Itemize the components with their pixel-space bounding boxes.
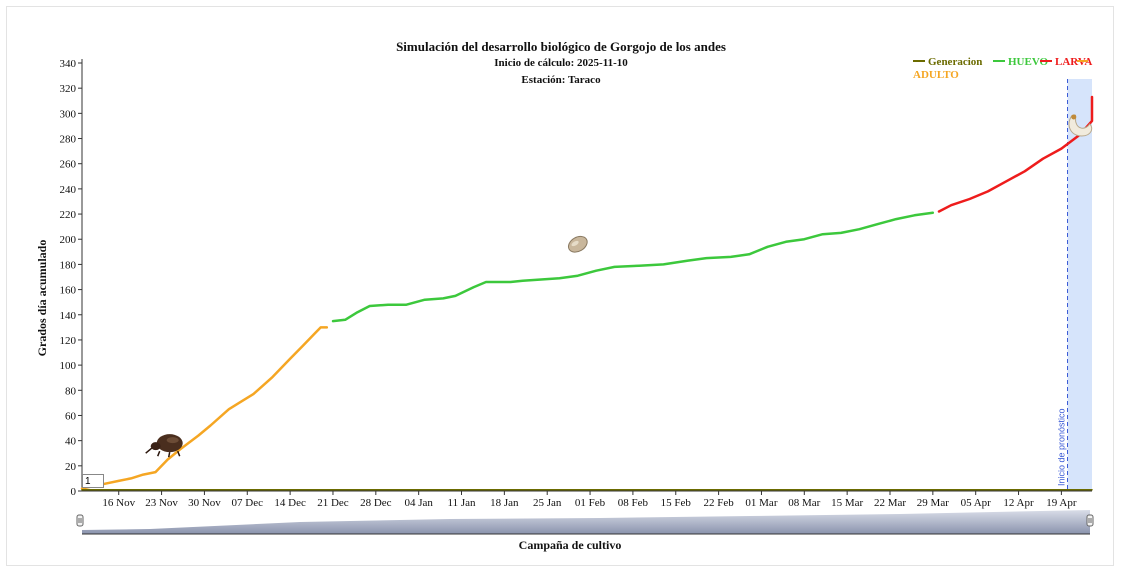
series-line-huevo[interactable]	[331, 211, 935, 323]
x-tick-label: 19 Apr	[1046, 497, 1077, 509]
y-tick-label: 300	[60, 108, 77, 120]
x-tick-label: 18 Jan	[490, 497, 519, 509]
navigator-left-handle[interactable]	[76, 514, 84, 527]
y-tick-label: 60	[65, 410, 77, 422]
y-tick-label: 340	[60, 58, 77, 70]
x-tick-label: 30 Nov	[188, 497, 221, 509]
y-tick-label: 140	[60, 310, 77, 322]
legend-adulto[interactable]: ADULTO	[913, 69, 959, 81]
weevil-head	[150, 442, 161, 451]
chart-subtitle-station: Estación: Taraco	[521, 74, 601, 86]
weevil-legs	[145, 447, 181, 458]
range-start-input[interactable]	[82, 474, 104, 488]
y-tick-label: 0	[71, 486, 77, 498]
y-tick-label: 260	[60, 159, 77, 171]
x-tick-label: 22 Feb	[703, 497, 734, 509]
x-tick-label: 01 Mar	[745, 497, 777, 509]
forecast-label: Inicio de pronóstico	[1057, 408, 1067, 486]
legend-generacion[interactable]: Generacion	[928, 56, 982, 68]
x-tick-label: 22 Mar	[874, 497, 906, 509]
x-tick-label: 28 Dec	[360, 497, 392, 509]
y-tick-label: 180	[60, 259, 77, 271]
y-tick-label: 100	[60, 360, 77, 372]
weevil-shine	[166, 437, 179, 444]
x-tick-label: 23 Nov	[145, 497, 178, 509]
x-tick-label: 12 Apr	[1003, 497, 1034, 509]
range-navigator[interactable]	[76, 510, 1094, 535]
y-tick-label: 160	[60, 285, 77, 297]
x-tick-label: 04 Jan	[404, 497, 433, 509]
series-line-adulto[interactable]	[80, 326, 329, 490]
weevil-body	[156, 434, 183, 453]
huevo-egg-icon	[567, 235, 588, 253]
x-tick-label: 08 Feb	[618, 497, 649, 509]
x-tick-label: 15 Feb	[661, 497, 692, 509]
egg-shell	[567, 235, 588, 253]
stage-icons	[145, 114, 1093, 458]
grub-head	[1071, 114, 1077, 120]
x-tick-label: 05 Apr	[961, 497, 992, 509]
chart-frame	[6, 6, 1114, 566]
axes: 0 20 40 60 80 100 120 140 160 180 200 220 240 260 280 3…	[60, 58, 1092, 509]
chart-subtitle-start: Inicio de cálculo: 2025-11-10	[494, 57, 628, 69]
x-axis-label: Campaña de cultivo	[519, 538, 622, 552]
y-tick-label: 200	[60, 234, 77, 246]
egg-highlight	[571, 240, 579, 247]
y-tick-label: 240	[60, 184, 77, 196]
series-line-larva[interactable]	[937, 95, 1094, 213]
legend-huevo[interactable]: HUEVO	[1008, 56, 1049, 68]
x-tick-label: 21 Dec	[317, 497, 349, 509]
forecast-band	[1067, 79, 1092, 491]
x-tick-label: 16 Nov	[102, 497, 135, 509]
navigator-right-handle[interactable]	[1086, 514, 1094, 527]
x-tick-label: 14 Dec	[274, 497, 306, 509]
y-axis-label: Grados día acumulado	[35, 240, 49, 357]
x-tick-label: 11 Jan	[448, 497, 477, 509]
x-tick-label: 08 Mar	[788, 497, 820, 509]
y-tick-label: 20	[65, 461, 77, 473]
x-tick-label: 29 Mar	[917, 497, 949, 509]
y-tick-label: 120	[60, 335, 77, 347]
forecast-region: Inicio de pronóstico	[1057, 79, 1092, 491]
y-tick-label: 220	[60, 209, 77, 221]
chart-title: Simulación del desarrollo biológico de G…	[396, 39, 726, 54]
navigator-area	[82, 510, 1090, 534]
y-tick-label: 280	[60, 134, 77, 146]
larva-grub-icon	[1068, 114, 1093, 137]
x-tick-label: 15 Mar	[831, 497, 863, 509]
legend[interactable]: Generacion HUEVO LARVA ADULTO	[913, 56, 1092, 81]
series-lines	[80, 95, 1094, 491]
legend-larva[interactable]: LARVA	[1055, 56, 1092, 68]
adulto-weevil-icon	[145, 434, 183, 458]
x-tick-label: 01 Feb	[575, 497, 606, 509]
x-tick-label: 25 Jan	[533, 497, 562, 509]
x-tick-label: 07 Dec	[232, 497, 264, 509]
y-tick-label: 320	[60, 83, 77, 95]
y-tick-label: 40	[65, 436, 77, 448]
y-tick-label: 80	[65, 385, 77, 397]
